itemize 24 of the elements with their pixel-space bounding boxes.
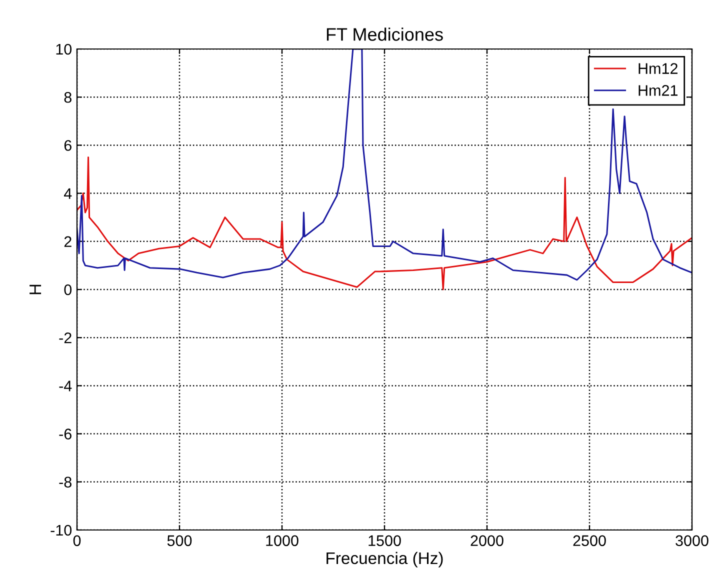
x-tick-label: 2500 [573, 535, 606, 546]
y-tick-label: -8 [59, 476, 72, 488]
x-tick-label: 1500 [368, 535, 401, 546]
x-tick-label: 0 [73, 535, 81, 546]
chart-title: FT Mediciones [326, 28, 443, 41]
y-tick-label: 6 [64, 140, 72, 151]
y-tick-label: -4 [59, 380, 72, 392]
x-tick-label: 500 [167, 535, 192, 546]
y-tick-label: -2 [59, 332, 72, 344]
legend-label: Hm21 [638, 85, 678, 96]
y-tick-label: 4 [64, 188, 72, 199]
y-tick-label: -10 [50, 524, 72, 536]
line-series [77, 156, 692, 290]
x-tick-label: 3000 [676, 535, 708, 546]
y-tick-label: 8 [64, 92, 72, 103]
y-axis-title: H [30, 284, 42, 294]
x-tick-label: 1000 [266, 535, 298, 546]
legend-label: Hm12 [638, 63, 678, 74]
y-tick-label: 10 [56, 44, 72, 55]
y-tick-label: -6 [59, 428, 72, 440]
y-tick-label: 0 [64, 284, 72, 296]
x-axis-title: Frecuencia (Hz) [326, 552, 443, 568]
y-tick-label: 2 [64, 236, 72, 247]
x-tick-label: 2000 [470, 535, 504, 546]
